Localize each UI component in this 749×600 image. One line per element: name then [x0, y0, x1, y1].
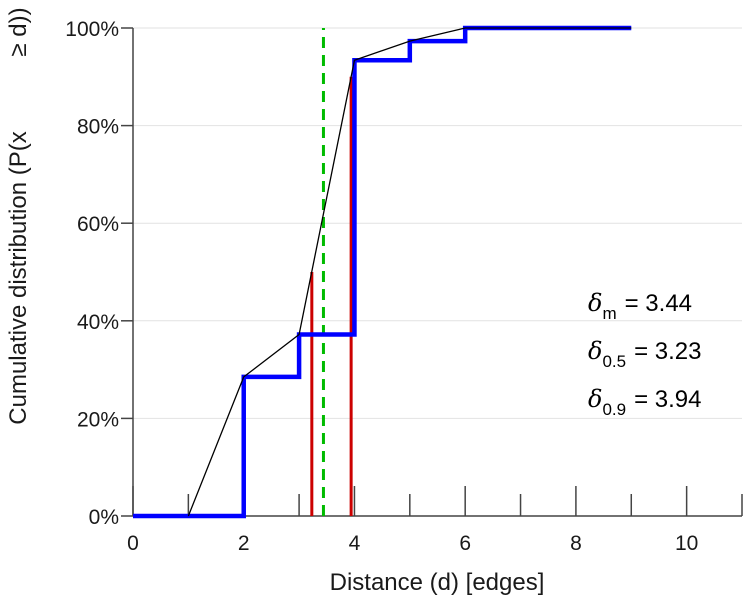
- y-tick-label: 0%: [89, 506, 119, 529]
- axes: [132, 28, 742, 517]
- annotation-delta-m-sub: m: [602, 304, 616, 323]
- statistics-annotations: δm = 3.44 δ0.5 = 3.23 δ0.9 = 3.94: [588, 289, 702, 419]
- y-ticks: 0% 20% 40% 60% 80% 100%: [65, 18, 133, 529]
- annotation-delta-05-value: = 3.23: [634, 338, 701, 365]
- y-tick-label: 60%: [77, 213, 119, 236]
- grid-lines: [133, 27, 742, 419]
- annotation-delta-m-symbol: δ: [588, 289, 602, 317]
- annotation-delta-05-symbol: δ: [588, 337, 602, 365]
- x-tick-label: 10: [675, 532, 698, 555]
- annotation-delta-09-value: = 3.94: [634, 386, 701, 413]
- y-axis-title-part1: Cumulative distribution (P(x: [5, 131, 32, 424]
- x-tick-label: 2: [238, 532, 250, 555]
- y-tick-label: 20%: [77, 408, 119, 431]
- annotation-delta-09-symbol: δ: [588, 385, 602, 413]
- y-tick-label: 100%: [65, 18, 119, 41]
- x-tick-label: 6: [459, 532, 471, 555]
- step-series-line: [133, 25, 632, 519]
- annotation-delta-05-sub: 0.5: [602, 352, 626, 371]
- x-axis-title: Distance (d) [edges]: [330, 569, 545, 596]
- x-tick-label: 4: [349, 532, 361, 555]
- annotation-delta-05: δ0.5 = 3.23: [588, 337, 702, 371]
- x-tick-label: 8: [570, 532, 582, 555]
- series: [133, 25, 632, 519]
- interpolated-series-line: [187, 27, 632, 517]
- y-tick-label: 40%: [77, 311, 119, 334]
- annotation-delta-m: δm = 3.44: [588, 289, 692, 323]
- annotation-delta-09: δ0.9 = 3.94: [588, 385, 702, 419]
- annotation-delta-09-sub: 0.9: [602, 400, 626, 419]
- x-ticks: 0 2 4 6 8 10: [127, 486, 743, 555]
- vertical-markers: [310, 28, 353, 516]
- y-tick-label: 80%: [77, 116, 119, 139]
- x-tick-label: 0: [127, 532, 139, 555]
- y-axis-title-part2: ≥ d)): [5, 7, 32, 56]
- annotation-delta-m-value: = 3.44: [625, 290, 692, 317]
